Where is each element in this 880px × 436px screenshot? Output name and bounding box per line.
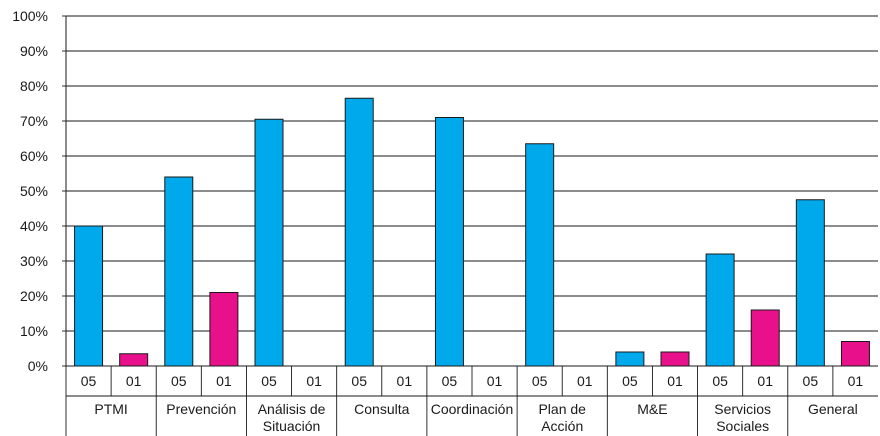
category-label-line: M&E <box>637 401 667 417</box>
bar-05 <box>164 176 194 367</box>
category-label-line: Situación <box>263 418 321 434</box>
category-label-line: Sociales <box>716 418 769 434</box>
y-axis-tick-labels: 0% 10% 20% 30% 40% 50% 60% 70% 80% 90% 100% <box>12 8 66 374</box>
y-tick-label: 90% <box>20 43 48 59</box>
category-label: Consulta <box>354 401 409 417</box>
sub-category-label: 05 <box>532 373 548 389</box>
x-axis-labels: 05 01 PTMI 05 01 Prevención 05 01 Análisis de Sit… <box>81 373 864 434</box>
sub-category-label: 01 <box>667 373 683 389</box>
bar-05 <box>344 97 374 367</box>
sub-category-label: 05 <box>171 373 187 389</box>
sub-category-label: 05 <box>81 373 97 389</box>
sub-category-label: 01 <box>577 373 593 389</box>
category-label: Prevención <box>166 401 236 417</box>
bar-05 <box>254 118 284 367</box>
y-tick-label: 0% <box>28 358 48 374</box>
sub-category-label: 01 <box>397 373 413 389</box>
bar-01 <box>660 351 690 367</box>
sub-category-label: 01 <box>848 373 864 389</box>
sub-category-label: 05 <box>351 373 367 389</box>
bar-01 <box>750 309 780 367</box>
y-tick-label: 10% <box>20 323 48 339</box>
category-label-line: Prevención <box>166 401 236 417</box>
bar-05 <box>74 225 104 367</box>
bar-05 <box>434 117 464 367</box>
y-tick-label: 60% <box>20 148 48 164</box>
category-label-line: Acción <box>541 418 583 434</box>
sub-category-label: 05 <box>803 373 819 389</box>
category-label: Plan de Acción <box>538 401 586 434</box>
bar-05 <box>705 253 735 367</box>
category-label: PTMI <box>94 401 127 417</box>
sub-category-label: 05 <box>622 373 638 389</box>
y-tick-label: 40% <box>20 218 48 234</box>
category-label-line: PTMI <box>94 401 127 417</box>
category-label: Análisis de Situación <box>258 401 326 434</box>
sub-category-label: 01 <box>216 373 232 389</box>
gridlines <box>66 15 878 332</box>
bar-01 <box>119 353 149 367</box>
sub-category-label: 01 <box>757 373 773 389</box>
bar-05 <box>795 199 825 367</box>
category-label: General <box>808 401 858 417</box>
bar-01 <box>840 341 870 367</box>
category-label: Servicios Sociales <box>714 401 771 434</box>
category-label-line: General <box>808 401 858 417</box>
sub-category-label: 05 <box>442 373 458 389</box>
y-tick-label: 70% <box>20 113 48 129</box>
category-label: Coordinación <box>431 401 514 417</box>
category-label-line: Plan de <box>538 401 586 417</box>
y-tick-label: 100% <box>12 8 48 24</box>
sub-category-label: 01 <box>306 373 322 389</box>
sub-category-label: 01 <box>126 373 142 389</box>
bar-01 <box>209 292 239 367</box>
category-label-line: Servicios <box>714 401 771 417</box>
bar-05 <box>615 351 645 367</box>
y-tick-label: 80% <box>20 78 48 94</box>
category-label-line: Análisis de <box>258 401 326 417</box>
sub-category-label: 05 <box>712 373 728 389</box>
bars <box>74 97 870 367</box>
sub-category-label: 05 <box>261 373 277 389</box>
y-tick-label: 30% <box>20 253 48 269</box>
axes <box>65 16 878 436</box>
category-label: M&E <box>637 401 667 417</box>
y-tick-label: 50% <box>20 183 48 199</box>
sub-category-label: 01 <box>487 373 503 389</box>
category-label-line: Coordinación <box>431 401 514 417</box>
y-tick-label: 20% <box>20 288 48 304</box>
bar-05 <box>525 143 555 367</box>
category-label-line: Consulta <box>354 401 409 417</box>
